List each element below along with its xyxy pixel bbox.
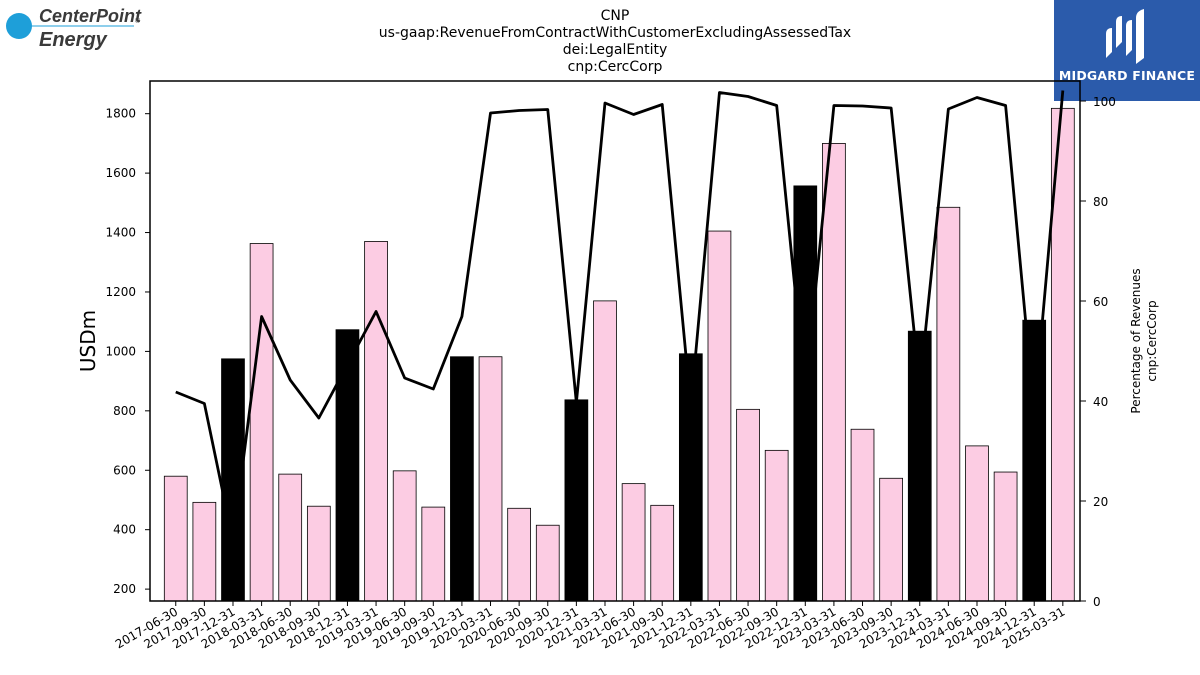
centerpoint-registered-mark: ® bbox=[135, 17, 141, 25]
right-tick-label: 40 bbox=[1093, 395, 1108, 409]
left-axis-label: USDm bbox=[76, 310, 100, 372]
centerpoint-logo: CenterPoint ® Energy bbox=[4, 4, 154, 54]
bar bbox=[936, 206, 961, 602]
bar-series bbox=[163, 107, 1075, 602]
left-tick-label: 1400 bbox=[105, 226, 136, 240]
bar bbox=[793, 185, 818, 602]
centerpoint-logo-graphic: CenterPoint ® Energy bbox=[6, 6, 142, 51]
bar bbox=[764, 449, 789, 602]
plot-frame bbox=[149, 80, 1081, 602]
bar bbox=[850, 428, 875, 602]
chart-title: CNPus-gaap:RevenueFromContractWithCustom… bbox=[379, 8, 851, 75]
left-tick-label: 400 bbox=[113, 523, 136, 537]
centerpoint-brand-line1: CenterPoint bbox=[39, 6, 142, 26]
bar bbox=[822, 142, 846, 602]
bar bbox=[650, 504, 675, 602]
midgard-finance-logo: MIDGARD FINANCE bbox=[1054, 0, 1200, 101]
bar bbox=[306, 505, 331, 602]
axis-labels: USDm Percentage of Revenues cnp:CercCorp bbox=[76, 268, 1159, 413]
x-axis: 2017-06-302017-09-302017-12-312018-03-31… bbox=[113, 601, 1067, 651]
bar bbox=[507, 507, 531, 602]
percentage-line-series bbox=[175, 90, 1065, 543]
bar bbox=[736, 408, 760, 602]
right-axis-label-line1: Percentage of Revenues bbox=[1129, 268, 1143, 413]
left-tick-label: 800 bbox=[113, 404, 136, 418]
right-tick-label: 20 bbox=[1093, 495, 1108, 509]
bar bbox=[535, 524, 560, 602]
chart-title-line: CNP bbox=[601, 8, 630, 24]
bar bbox=[421, 506, 446, 602]
left-tick-label: 600 bbox=[113, 463, 136, 477]
centerpoint-brand-line2: Energy bbox=[39, 29, 108, 51]
bar bbox=[278, 473, 303, 602]
bar bbox=[707, 230, 732, 602]
bar bbox=[249, 243, 274, 602]
bar bbox=[1022, 319, 1047, 602]
midgard-finance-wordmark: MIDGARD FINANCE bbox=[1058, 68, 1196, 83]
right-tick-label: 60 bbox=[1093, 295, 1108, 309]
bar bbox=[450, 356, 474, 602]
chart-title-line: cnp:CercCorp bbox=[568, 59, 663, 75]
right-axis-label-line2: cnp:CercCorp bbox=[1145, 300, 1159, 381]
left-y-axis: 200 400 600 800 1000 1200 1400 1600 1800 bbox=[105, 107, 150, 596]
right-tick-label: 80 bbox=[1093, 195, 1108, 209]
left-tick-label: 200 bbox=[113, 582, 136, 596]
bar bbox=[478, 356, 503, 602]
left-tick-label: 1200 bbox=[105, 285, 136, 299]
bar bbox=[163, 475, 188, 602]
bar bbox=[907, 330, 932, 602]
chart-axes bbox=[149, 80, 1081, 602]
bar bbox=[392, 470, 417, 602]
bar bbox=[678, 353, 703, 602]
bar bbox=[993, 471, 1018, 602]
chart-title-line: dei:LegalEntity bbox=[563, 42, 668, 58]
bar bbox=[879, 477, 903, 602]
percentage-line bbox=[175, 90, 1065, 543]
right-tick-label: 0 bbox=[1093, 595, 1101, 609]
bar bbox=[593, 300, 617, 602]
bar bbox=[965, 445, 989, 602]
left-tick-label: 1600 bbox=[105, 166, 136, 180]
bar bbox=[564, 399, 589, 602]
bar bbox=[192, 501, 217, 602]
left-tick-label: 1800 bbox=[105, 107, 136, 121]
right-y-axis: 0 20 40 60 80 100 bbox=[1080, 95, 1116, 609]
bar bbox=[364, 241, 388, 602]
bar bbox=[621, 483, 646, 602]
bar bbox=[335, 329, 360, 602]
right-tick-label: 100 bbox=[1093, 95, 1116, 109]
left-tick-label: 1000 bbox=[105, 344, 136, 358]
midgard-monogram-icon bbox=[1106, 9, 1144, 64]
chart-title-line: us-gaap:RevenueFromContractWithCustomerE… bbox=[379, 25, 851, 41]
